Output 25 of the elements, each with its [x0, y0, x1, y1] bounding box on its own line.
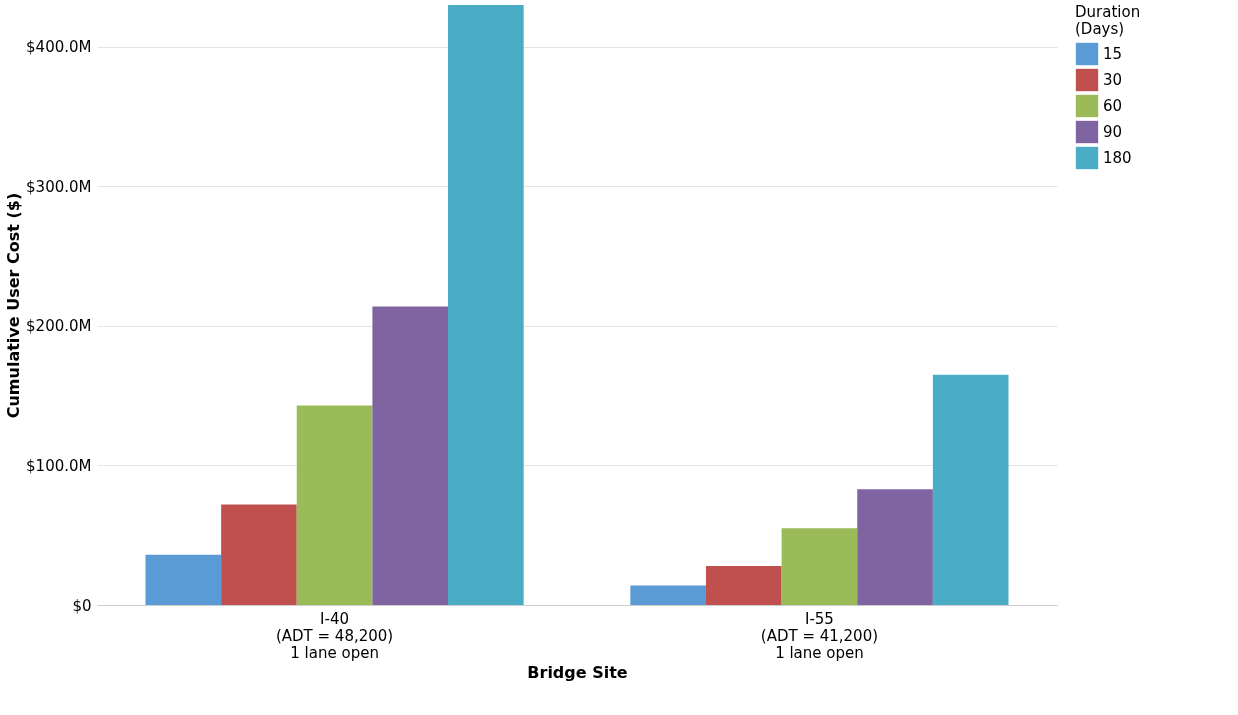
bar [857, 489, 933, 605]
legend-label: 180 [1103, 149, 1132, 167]
y-tick-label: $300.0M [26, 177, 92, 196]
bar [145, 554, 222, 605]
legend-label: 30 [1103, 71, 1123, 89]
x-tick-label: I-55 (ADT = 41,200) 1 lane open [760, 609, 879, 662]
legend-label: 60 [1103, 97, 1123, 115]
bar [932, 374, 1009, 605]
x-tick-label: I-40 (ADT = 48,200) 1 lane open [275, 609, 394, 662]
y-tick-label: $0 [72, 596, 92, 615]
legend-title: Duration (Days) [1075, 3, 1141, 38]
legend-label: 90 [1103, 123, 1123, 141]
legend-label: 15 [1103, 45, 1123, 63]
y-tick-label: $400.0M [26, 38, 92, 57]
bar [781, 528, 858, 605]
bar [705, 565, 782, 605]
bar [296, 405, 373, 605]
bar [221, 504, 297, 605]
y-tick-label: $100.0M [26, 456, 92, 475]
bar [372, 306, 449, 605]
x-axis-title: Bridge Site [527, 662, 628, 682]
bar [448, 5, 524, 605]
y-axis-title: Cumulative User Cost ($) [4, 192, 24, 419]
bar [630, 585, 706, 605]
y-tick-label: $200.0M [26, 317, 92, 336]
